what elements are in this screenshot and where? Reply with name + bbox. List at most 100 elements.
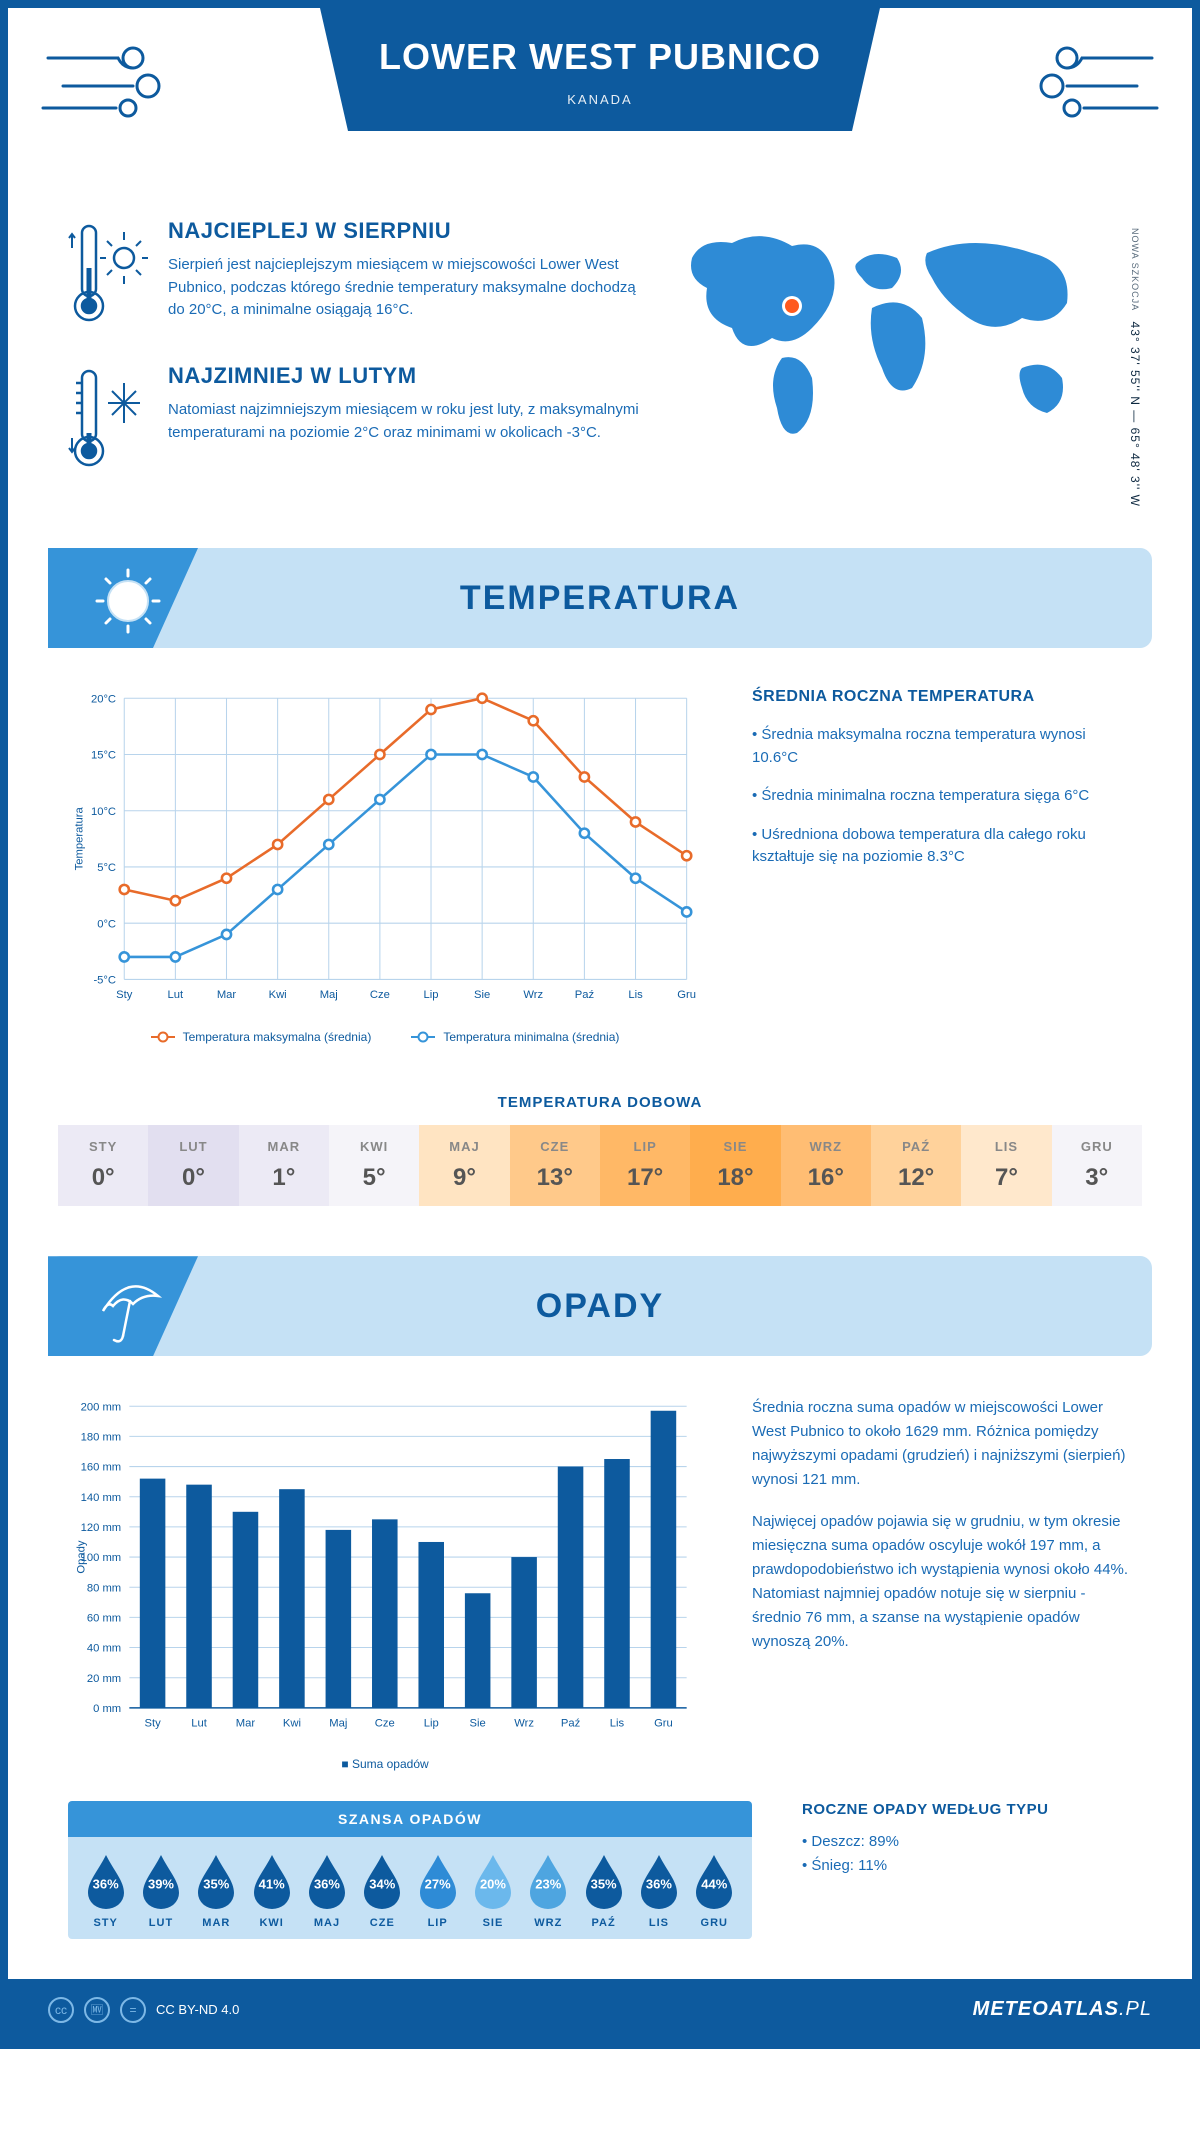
nd-icon: =: [120, 1997, 146, 2023]
drop-month: LIP: [416, 1917, 460, 1929]
drop-value: 20%: [471, 1876, 515, 1891]
svg-text:Kwi: Kwi: [283, 1718, 301, 1730]
bytype-title: ROCZNE OPADY WEDŁUG TYPU: [802, 1801, 1132, 1818]
svg-text:80 mm: 80 mm: [87, 1583, 121, 1595]
info-bullet: • Średnia minimalna roczna temperatura s…: [752, 785, 1132, 808]
svg-text:20 mm: 20 mm: [87, 1673, 121, 1685]
drop-icon: 36%: [305, 1853, 349, 1909]
daily-month: LIP: [600, 1139, 690, 1154]
svg-text:Wrz: Wrz: [514, 1718, 534, 1730]
drop-icon: 34%: [360, 1853, 404, 1909]
lat-label: 43° 37' 55'' N: [1128, 322, 1142, 406]
daily-month: STY: [58, 1139, 148, 1154]
svg-text:Wrz: Wrz: [523, 989, 543, 1001]
svg-text:120 mm: 120 mm: [81, 1522, 122, 1534]
drop-icon: 44%: [692, 1853, 736, 1909]
svg-text:20°C: 20°C: [91, 693, 116, 705]
chance-drop: 20% SIE: [471, 1853, 515, 1929]
drop-month: MAJ: [305, 1917, 349, 1929]
daily-cell: LIP17°: [600, 1125, 690, 1206]
daily-month: LIS: [961, 1139, 1051, 1154]
legend-label: Temperatura maksymalna (średnia): [183, 1030, 372, 1044]
chance-drop: 41% KWI: [250, 1853, 294, 1929]
drop-icon: 20%: [471, 1853, 515, 1909]
chance-title: SZANSA OPADÓW: [68, 1801, 752, 1837]
chance-drops-row: 36% STY 39% LUT 35% MAR 41% KWI 36% MAJ …: [68, 1837, 752, 1939]
svg-text:Kwi: Kwi: [269, 989, 287, 1001]
drop-month: MAR: [194, 1917, 238, 1929]
drop-value: 36%: [305, 1876, 349, 1891]
footer-site: METEOATLAS.PL: [973, 1998, 1152, 2021]
daily-cell: KWI 5°: [329, 1125, 419, 1206]
daily-temp-row: STY0°LUT0°MAR1°KWI5°MAJ9°CZE13°LIP17°SIE…: [58, 1125, 1142, 1206]
daily-value: 0°: [148, 1164, 238, 1192]
svg-text:40 mm: 40 mm: [87, 1643, 121, 1655]
fact-title: NAJZIMNIEJ W LUTYM: [168, 363, 642, 389]
chance-drop: 36% MAJ: [305, 1853, 349, 1929]
section-header-temperature: TEMPERATURA: [48, 548, 1152, 648]
precip-text-1: Średnia roczna suma opadów w miejscowośc…: [752, 1396, 1132, 1492]
country-label: KANADA: [340, 92, 860, 107]
daily-month: KWI: [329, 1139, 419, 1154]
chance-drop: 39% LUT: [139, 1853, 183, 1929]
svg-text:Gru: Gru: [654, 1718, 673, 1730]
bytype-item: • Śnieg: 11%: [802, 1854, 1132, 1878]
svg-text:Mar: Mar: [236, 1718, 256, 1730]
drop-icon: 36%: [637, 1853, 681, 1909]
precip-body: 0 mm20 mm40 mm60 mm80 mm100 mm120 mm140 …: [8, 1356, 1192, 1781]
daily-cell: LUT0°: [148, 1125, 238, 1206]
svg-text:Lis: Lis: [628, 989, 643, 1001]
svg-text:Lut: Lut: [168, 989, 184, 1001]
temperature-body: -5°C0°C5°C10°C15°C20°CStyLutMarKwiMajCze…: [8, 648, 1192, 1064]
fact-body: NAJCIEPLEJ W SIERPNIU Sierpień jest najc…: [168, 218, 642, 333]
svg-text:5°C: 5°C: [97, 862, 116, 874]
chance-drop: 35% MAR: [194, 1853, 238, 1929]
drop-month: LUT: [139, 1917, 183, 1929]
section-title: OPADY: [536, 1287, 664, 1326]
daily-month: PAŹ: [871, 1139, 961, 1154]
drop-month: LIS: [637, 1917, 681, 1929]
drop-value: 36%: [637, 1876, 681, 1891]
chance-drop: 35% PAŹ: [582, 1853, 626, 1929]
svg-text:Lis: Lis: [610, 1718, 625, 1730]
facts-column: NAJCIEPLEJ W SIERPNIU Sierpień jest najc…: [68, 218, 642, 508]
drop-icon: 23%: [526, 1853, 570, 1909]
svg-text:Paź: Paź: [561, 1718, 581, 1730]
info-bullet: • Uśredniona dobowa temperatura dla całe…: [752, 824, 1132, 869]
daily-value: 3°: [1052, 1164, 1142, 1192]
svg-text:60 mm: 60 mm: [87, 1613, 121, 1625]
daily-cell: WRZ16°: [781, 1125, 871, 1206]
precip-bytype: ROCZNE OPADY WEDŁUG TYPU • Deszcz: 89%• …: [752, 1801, 1132, 1939]
footer-license: cc 🅋 = CC BY-ND 4.0: [48, 1997, 239, 2023]
precip-info: Średnia roczna suma opadów w miejscowośc…: [752, 1396, 1132, 1771]
precip-chart: 0 mm20 mm40 mm60 mm80 mm100 mm120 mm140 …: [68, 1396, 702, 1771]
svg-text:Cze: Cze: [370, 989, 390, 1001]
drop-month: STY: [84, 1917, 128, 1929]
world-map: [672, 218, 1092, 448]
chance-drop: 27% LIP: [416, 1853, 460, 1929]
legend-swatch-icon: [151, 1036, 175, 1038]
precip-legend: Suma opadów: [68, 1757, 702, 1771]
daily-month: GRU: [1052, 1139, 1142, 1154]
svg-text:Mar: Mar: [217, 989, 237, 1001]
daily-cell: MAJ9°: [419, 1125, 509, 1206]
svg-text:Lip: Lip: [424, 1718, 439, 1730]
site-tld: .PL: [1119, 1998, 1152, 2020]
drop-month: PAŹ: [582, 1917, 626, 1929]
temperature-info: ŚREDNIA ROCZNA TEMPERATURA • Średnia mak…: [752, 688, 1132, 1044]
daily-cell: PAŹ12°: [871, 1125, 961, 1206]
svg-text:-5°C: -5°C: [93, 975, 116, 987]
fact-text: Natomiast najzimniejszym miesiącem w rok…: [168, 399, 642, 444]
section-title: TEMPERATURA: [460, 579, 740, 618]
drop-month: GRU: [692, 1917, 736, 1929]
info-title: ŚREDNIA ROCZNA TEMPERATURA: [752, 688, 1132, 706]
fact-coldest: NAJZIMNIEJ W LUTYM Natomiast najzimniejs…: [68, 363, 642, 478]
chance-drop: 36% STY: [84, 1853, 128, 1929]
map-column: NOWA SZKOCJA 43° 37' 55'' N — 65° 48' 3'…: [672, 218, 1132, 508]
temperature-line-chart: -5°C0°C5°C10°C15°C20°CStyLutMarKwiMajCze…: [68, 688, 702, 1015]
daily-cell: SIE18°: [690, 1125, 780, 1206]
daily-month: WRZ: [781, 1139, 871, 1154]
daily-value: 5°: [329, 1164, 419, 1192]
daily-temp-title: TEMPERATURA DOBOWA: [8, 1094, 1192, 1111]
drop-icon: 36%: [84, 1853, 128, 1909]
